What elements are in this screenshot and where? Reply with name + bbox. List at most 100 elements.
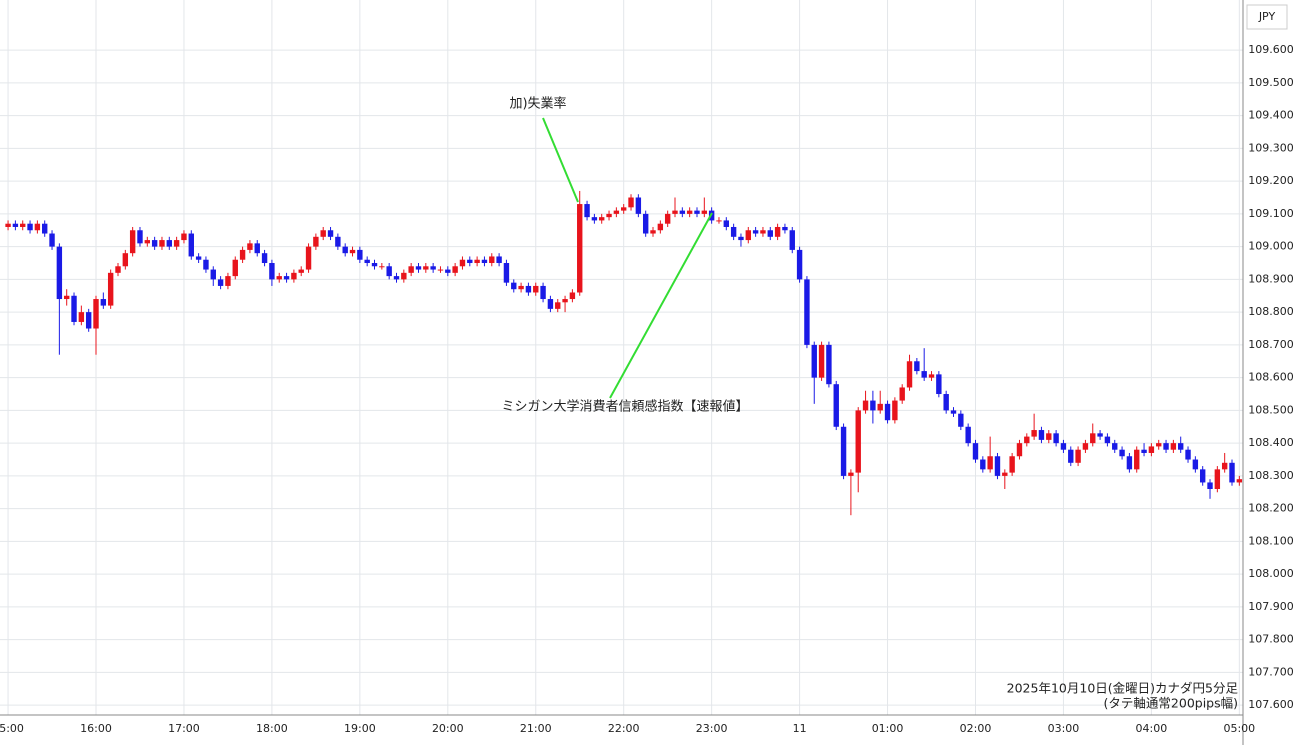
x-tick-label: 22:00 <box>608 722 640 735</box>
candle-body <box>782 226 788 231</box>
candle-body <box>1185 449 1191 460</box>
candle-body <box>972 443 979 460</box>
candle-body <box>760 230 766 234</box>
candle-body <box>357 249 363 260</box>
candle-body <box>613 210 620 214</box>
candle-body <box>738 236 744 241</box>
candle-body <box>599 217 605 221</box>
candle-body <box>1009 456 1015 473</box>
candle-body <box>430 266 436 270</box>
candle-body <box>335 236 341 247</box>
candle-body <box>855 410 861 473</box>
candle-body <box>1178 443 1184 450</box>
candle-body <box>459 259 466 267</box>
x-tick-label: 11 <box>793 722 807 735</box>
candle-body <box>694 210 700 214</box>
candle-body <box>943 394 949 411</box>
candle-body <box>664 213 671 224</box>
candle-body <box>423 266 429 270</box>
y-tick-label: 109.200 <box>1248 174 1294 187</box>
candle-body <box>877 403 883 411</box>
candle-body <box>12 223 19 227</box>
candle-body <box>1075 449 1081 463</box>
x-tick-label: 02:00 <box>960 722 992 735</box>
candle-body <box>1214 469 1221 490</box>
candle-body <box>796 249 803 280</box>
candle-body <box>393 276 400 280</box>
candle-body <box>533 285 539 293</box>
candle-body <box>1141 449 1147 453</box>
y-tick-label: 108.700 <box>1248 338 1294 351</box>
y-tick-label: 107.600 <box>1248 698 1294 711</box>
candle-body <box>1156 443 1162 447</box>
candle-body <box>481 259 488 264</box>
candle-body <box>269 263 275 280</box>
candle-body <box>247 243 253 250</box>
candle-body <box>921 371 927 378</box>
candle-body <box>181 233 187 241</box>
x-tick-label: 20:00 <box>432 722 464 735</box>
y-tick-label: 108.500 <box>1248 403 1294 416</box>
candle-body <box>906 361 913 388</box>
y-tick-label: 108.900 <box>1248 272 1294 285</box>
candle-body <box>1016 443 1023 457</box>
candle-body <box>818 344 825 378</box>
candle-body <box>958 413 964 427</box>
candle-body <box>415 266 422 270</box>
candle-body <box>965 426 971 444</box>
y-tick-label: 108.100 <box>1248 534 1294 547</box>
candle-body <box>936 374 942 395</box>
candle-body <box>320 230 326 237</box>
candle-body <box>159 240 165 247</box>
candle-body <box>364 259 370 264</box>
candle-body <box>569 292 576 300</box>
candle-body <box>518 285 524 290</box>
x-tick-label: 03:00 <box>1048 722 1080 735</box>
candle-body <box>298 269 304 273</box>
candle-body <box>56 246 63 300</box>
x-tick-label: 04:00 <box>1136 722 1168 735</box>
y-tick-label: 108.400 <box>1248 436 1294 449</box>
candle-body <box>467 259 473 264</box>
candle-body <box>1236 479 1243 483</box>
candle-body <box>811 344 817 378</box>
candle-body <box>892 400 898 421</box>
candle-body <box>283 276 290 280</box>
candle-body <box>525 285 532 293</box>
candle-body <box>1053 433 1059 444</box>
candle-body <box>503 263 510 283</box>
candle-body <box>1112 443 1118 450</box>
candle-body <box>562 299 568 303</box>
candle-body <box>774 226 781 237</box>
candle-body <box>203 259 209 270</box>
candle-body <box>672 210 678 214</box>
candle-body <box>1082 443 1089 450</box>
candle-body <box>547 299 554 309</box>
candle-body <box>745 230 751 241</box>
candle-body <box>1199 469 1206 483</box>
y-tick-label: 109.600 <box>1248 43 1294 56</box>
candle-body <box>452 266 458 273</box>
annotation-pointer <box>542 117 579 203</box>
candle-body <box>1148 446 1155 453</box>
annotation-pointer <box>609 212 713 399</box>
x-tick-label: 23:00 <box>696 722 728 735</box>
candle-body <box>511 282 517 290</box>
candle-body <box>1207 482 1213 490</box>
candle-body <box>635 197 642 214</box>
candle-body <box>577 204 583 293</box>
y-tick-label: 107.800 <box>1248 633 1294 646</box>
candle-body <box>85 312 92 329</box>
x-tick-label: 01:00 <box>872 722 904 735</box>
candle-body <box>49 233 55 247</box>
candle-body <box>232 259 238 277</box>
candle-body <box>914 361 920 372</box>
y-tick-label: 109.100 <box>1248 207 1294 220</box>
candle-body <box>1104 436 1111 444</box>
candle-body <box>239 249 246 260</box>
candle-body <box>1170 443 1177 450</box>
candle-body <box>327 230 334 237</box>
candle-body <box>584 204 590 218</box>
